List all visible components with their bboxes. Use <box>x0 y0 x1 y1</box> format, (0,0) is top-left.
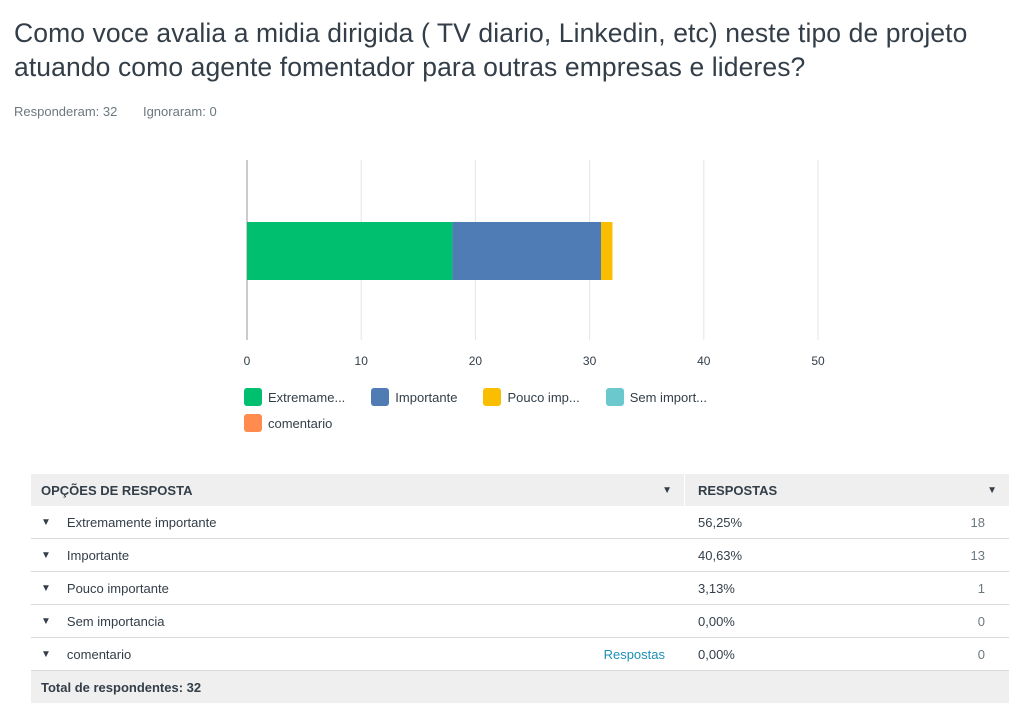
x-tick-label: 0 <box>244 354 251 368</box>
response-count: 1 <box>977 580 985 596</box>
header-responses-sort[interactable]: RESPOSTAS ▼ <box>685 474 1009 506</box>
x-tick-label: 40 <box>697 354 711 368</box>
table-row: ▼ Importante 40,63% 13 <box>31 539 1009 572</box>
x-tick-label: 30 <box>583 354 597 368</box>
option-label: comentario <box>66 646 132 662</box>
legend-label: comentario <box>268 415 333 431</box>
chart-legend: Extremame... Importante Pouco imp... Sem im… <box>244 388 804 440</box>
response-percent: 56,25% <box>698 514 743 530</box>
question-title: Como voce avalia a midia dirigida ( TV d… <box>14 18 968 82</box>
caret-down-icon[interactable]: ▼ <box>987 484 997 496</box>
bar-segment <box>601 222 613 280</box>
caret-down-icon[interactable]: ▼ <box>41 615 51 627</box>
legend-swatch <box>483 388 502 406</box>
header-options-sort[interactable]: OPÇÕES DE RESPOSTA ▼ <box>31 474 685 506</box>
response-percent: 0,00% <box>698 613 735 629</box>
table-header: OPÇÕES DE RESPOSTA ▼ RESPOSTAS ▼ <box>31 474 1009 506</box>
legend-swatch <box>244 388 262 406</box>
caret-down-icon[interactable]: ▼ <box>41 516 51 528</box>
caret-down-icon[interactable]: ▼ <box>41 582 51 594</box>
caret-down-icon[interactable]: ▼ <box>41 549 51 561</box>
response-summary: Responderam: 32 Ignoraram: 0 <box>14 104 217 119</box>
option-cell: ▼ comentario Respostas <box>31 647 685 662</box>
response-percent: 3,13% <box>698 580 735 596</box>
x-tick-label: 10 <box>355 354 369 368</box>
option-cell: ▼ Pouco importante <box>31 581 685 596</box>
response-count: 0 <box>977 613 985 629</box>
bar-segment <box>452 222 602 280</box>
option-cell: ▼ Sem importancia <box>31 614 685 629</box>
header-responses-label: RESPOSTAS <box>698 482 778 498</box>
legend-swatch <box>244 414 262 432</box>
option-cell: ▼ Extremamente importante <box>31 515 685 530</box>
response-count: 18 <box>970 514 985 530</box>
legend-label: Sem import... <box>629 389 708 405</box>
caret-down-icon[interactable]: ▼ <box>41 648 51 660</box>
option-label: Importante <box>66 547 130 563</box>
legend-item[interactable]: comentario <box>244 414 332 432</box>
responses-table: OPÇÕES DE RESPOSTA ▼ RESPOSTAS ▼ ▼ Extrem… <box>31 474 1009 703</box>
legend-swatch <box>605 388 624 406</box>
legend-swatch <box>371 388 390 406</box>
option-label: Extremamente importante <box>66 514 217 530</box>
caret-down-icon[interactable]: ▼ <box>662 484 672 496</box>
table-footer: Total de respondentes: 32 <box>31 671 1009 703</box>
legend-item[interactable]: Importante <box>371 388 457 406</box>
x-tick-label: 20 <box>469 354 483 368</box>
option-label: Pouco importante <box>66 580 169 596</box>
stacked-bar-chart: 0 10 20 30 40 50 <box>244 160 825 368</box>
response-count: 13 <box>970 547 985 563</box>
option-label: Sem importancia <box>66 613 165 629</box>
legend-item[interactable]: Extremame... <box>244 388 345 406</box>
table-row: ▼ Pouco importante 3,13% 1 <box>31 572 1009 605</box>
skipped-count: Ignoraram: 0 <box>142 104 217 119</box>
legend-label: Importante <box>395 389 458 405</box>
legend-label: Extremame... <box>268 389 346 405</box>
table-body: ▼ Extremamente importante 56,25% 18 ▼ Importa… <box>31 506 1009 671</box>
x-tick-label: 50 <box>811 354 825 368</box>
responses-link[interactable]: Respostas <box>603 646 665 662</box>
response-percent: 0,00% <box>698 646 735 662</box>
response-count: 0 <box>977 646 985 662</box>
legend-item[interactable]: Pouco imp... <box>483 388 580 406</box>
total-respondents: Total de respondentes: 32 <box>41 679 202 695</box>
response-percent: 40,63% <box>698 547 743 563</box>
header-options-label: OPÇÕES DE RESPOSTA <box>41 482 193 498</box>
option-cell: ▼ Importante <box>31 548 685 563</box>
legend-label: Pouco imp... <box>507 389 580 405</box>
table-row: ▼ Sem importancia 0,00% 0 <box>31 605 1009 638</box>
bar-segment <box>247 222 453 280</box>
legend-item[interactable]: Sem import... <box>605 388 708 406</box>
table-row: ▼ comentario Respostas 0,00% 0 <box>31 638 1009 671</box>
answered-count: Responderam: 32 <box>14 104 118 119</box>
table-row: ▼ Extremamente importante 56,25% 18 <box>31 506 1009 539</box>
